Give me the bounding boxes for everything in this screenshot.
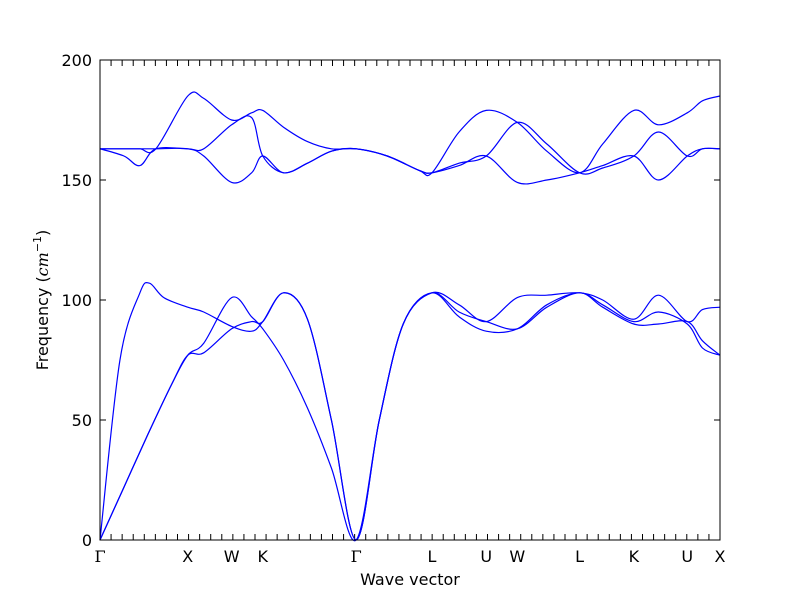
plot-frame [99, 59, 721, 541]
x-tick-label: K [629, 547, 640, 566]
y-tick-label: 0 [82, 531, 92, 550]
band-6 [100, 91, 721, 177]
x-tick-label: X [715, 547, 726, 566]
x-tick-label: Γ [351, 547, 362, 566]
x-tick-label: U [480, 547, 492, 566]
y-axis-label: Frequency (cm−1) [31, 230, 52, 371]
x-axis-label: Wave vector [360, 570, 460, 589]
y-axis-label-exponent: −1 [31, 236, 44, 252]
x-tick-label: X [182, 547, 193, 566]
band-2 [99, 292, 721, 541]
x-tick-label: Γ [94, 547, 105, 566]
y-axis-label-unit: cm [33, 252, 52, 276]
band-4 [99, 115, 721, 175]
y-tick-label: 150 [61, 171, 92, 190]
y-tick-label: 50 [72, 411, 92, 430]
x-tick-label: L [575, 547, 584, 566]
y-tick-label: 200 [61, 51, 92, 70]
x-tick-label: W [224, 547, 240, 566]
y-tick-label: 100 [61, 291, 92, 310]
x-tick-label: U [681, 547, 693, 566]
x-tick-label: L [427, 547, 436, 566]
band-1 [99, 292, 721, 542]
band-curves [99, 91, 721, 542]
y-axis-label-text: Frequency ( [33, 276, 52, 370]
x-tick-label: K [258, 547, 269, 566]
y-axis-label-close: ) [33, 230, 52, 236]
x-tick-label: W [509, 547, 525, 566]
axis-ticks [99, 59, 721, 541]
